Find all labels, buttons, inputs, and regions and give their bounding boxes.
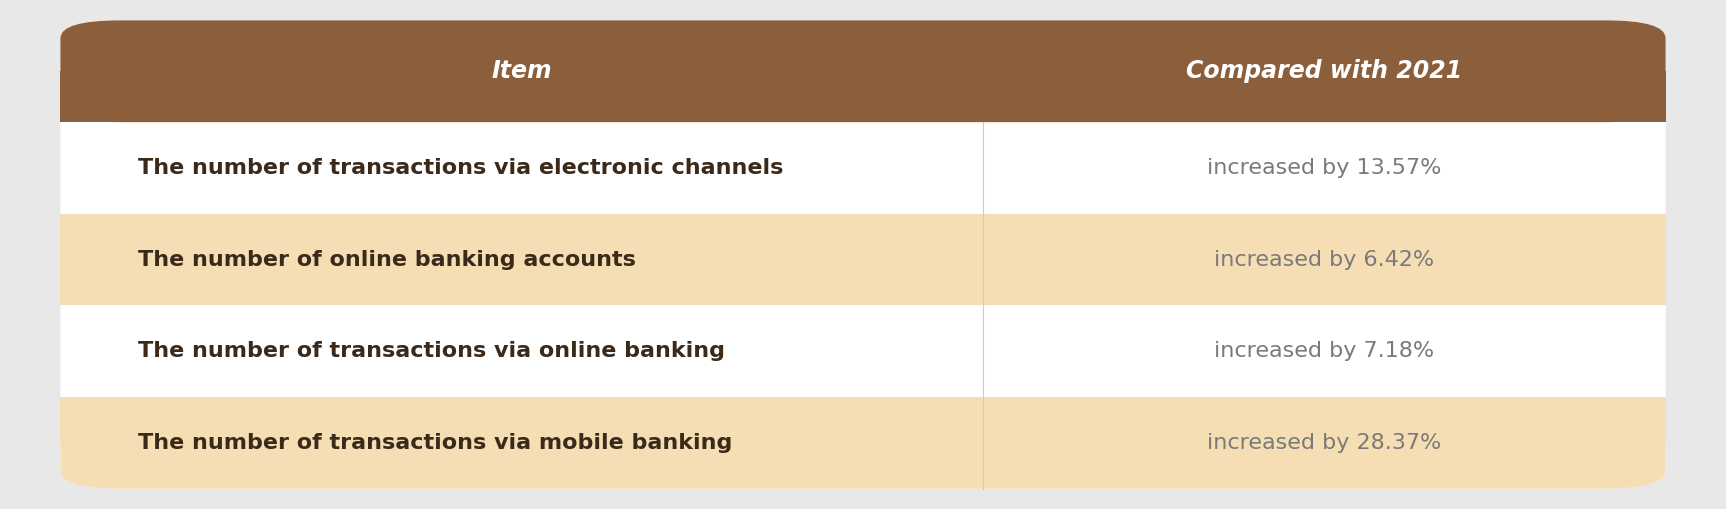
Text: increased by 6.42%: increased by 6.42% [1215, 249, 1434, 270]
Text: The number of online banking accounts: The number of online banking accounts [138, 249, 635, 270]
Text: Compared with 2021: Compared with 2021 [1186, 59, 1462, 83]
Text: increased by 7.18%: increased by 7.18% [1215, 341, 1434, 361]
FancyBboxPatch shape [60, 20, 1666, 122]
Text: The number of transactions via electronic channels: The number of transactions via electroni… [138, 158, 784, 178]
Text: The number of transactions via mobile banking: The number of transactions via mobile ba… [138, 433, 732, 453]
Bar [60, 214, 1666, 305]
Text: increased by 28.37%: increased by 28.37% [1208, 433, 1441, 453]
Text: The number of transactions via online banking: The number of transactions via online ba… [138, 341, 725, 361]
Text: Item: Item [492, 59, 552, 83]
FancyBboxPatch shape [60, 397, 1666, 489]
Text: increased by 13.57%: increased by 13.57% [1206, 158, 1441, 178]
Bar [60, 71, 1666, 122]
Bar [60, 397, 1666, 443]
FancyBboxPatch shape [60, 20, 1666, 489]
